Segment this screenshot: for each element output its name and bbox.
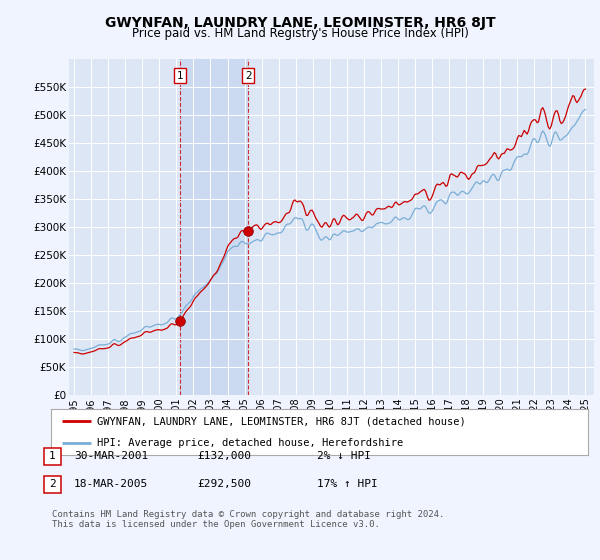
Text: £292,500: £292,500: [197, 479, 251, 489]
FancyBboxPatch shape: [44, 447, 61, 464]
Text: 1: 1: [177, 71, 184, 81]
Text: Contains HM Land Registry data © Crown copyright and database right 2024.
This d: Contains HM Land Registry data © Crown c…: [52, 510, 445, 529]
Text: HPI: Average price, detached house, Herefordshire: HPI: Average price, detached house, Here…: [97, 438, 403, 448]
Text: GWYNFAN, LAUNDRY LANE, LEOMINSTER, HR6 8JT: GWYNFAN, LAUNDRY LANE, LEOMINSTER, HR6 8…: [104, 16, 496, 30]
Text: Price paid vs. HM Land Registry's House Price Index (HPI): Price paid vs. HM Land Registry's House …: [131, 27, 469, 40]
Text: 2: 2: [245, 71, 251, 81]
Text: 2% ↓ HPI: 2% ↓ HPI: [317, 451, 371, 461]
Text: 30-MAR-2001: 30-MAR-2001: [74, 451, 148, 461]
Text: 1: 1: [49, 451, 55, 461]
Text: £132,000: £132,000: [197, 451, 251, 461]
Bar: [180, 59, 248, 395]
Text: 17% ↑ HPI: 17% ↑ HPI: [317, 479, 378, 489]
Text: 2: 2: [49, 479, 55, 489]
Text: GWYNFAN, LAUNDRY LANE, LEOMINSTER, HR6 8JT (detached house): GWYNFAN, LAUNDRY LANE, LEOMINSTER, HR6 8…: [97, 416, 466, 426]
Text: 18-MAR-2005: 18-MAR-2005: [74, 479, 148, 489]
FancyBboxPatch shape: [44, 475, 61, 492]
